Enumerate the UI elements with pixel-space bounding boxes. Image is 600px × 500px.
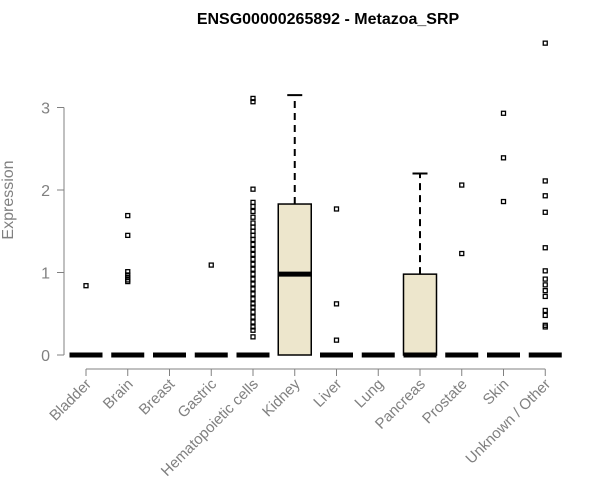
outlier-point — [250, 228, 256, 234]
outlier-point — [250, 334, 256, 340]
x-tick-label: Bladder — [46, 376, 95, 425]
outlier-point — [250, 186, 256, 192]
outlier-point — [250, 319, 256, 325]
outlier-point — [542, 178, 548, 184]
y-tick-label: 2 — [41, 183, 50, 200]
y-axis-label: Expression — [0, 160, 17, 239]
outlier-point — [542, 40, 548, 46]
outlier-point — [125, 212, 131, 219]
outlier-point — [250, 214, 256, 220]
outlier-point — [250, 99, 256, 105]
outlier-point — [250, 271, 256, 277]
outlier-point — [333, 301, 340, 307]
outlier-point — [125, 232, 131, 239]
outlier-point — [250, 256, 256, 262]
outlier-point — [542, 282, 548, 288]
outlier-point — [542, 209, 548, 215]
outlier-point — [250, 286, 256, 292]
x-tick-label: Skin — [480, 376, 513, 409]
x-tick-label: Liver — [310, 376, 345, 411]
outlier-point — [250, 220, 256, 226]
outlier-point — [250, 276, 256, 282]
y-axis: 0 1 2 3 — [41, 101, 65, 365]
outlier-point — [333, 337, 340, 343]
outlier-point — [250, 199, 256, 206]
outlier-point — [333, 206, 340, 212]
outlier-point — [542, 324, 548, 330]
x-tick-label: Kidney — [259, 375, 304, 420]
box-8 — [402, 172, 438, 358]
outlier-point — [542, 287, 548, 294]
box-group — [69, 94, 562, 358]
outlier-point — [250, 314, 256, 320]
outlier-point — [250, 224, 256, 230]
outlier-point — [125, 278, 131, 285]
outlier-point — [542, 193, 548, 199]
y-tick-label: 0 — [41, 348, 50, 365]
x-tick-label: Prostate — [419, 376, 471, 428]
outlier-point — [250, 266, 256, 272]
outlier-point — [125, 269, 131, 275]
box-body — [277, 203, 312, 356]
outlier-point — [542, 312, 548, 319]
outlier-point — [250, 246, 256, 253]
outlier-point — [208, 262, 214, 268]
box-body — [402, 273, 438, 356]
outlier-point — [250, 208, 256, 215]
outlier-point — [542, 245, 548, 251]
outlier-point — [500, 110, 507, 116]
outlier-point — [250, 304, 256, 310]
outlier-point — [250, 95, 256, 102]
outlier-point — [250, 241, 256, 248]
x-tick-label: Brain — [100, 376, 137, 413]
outlier-point — [250, 236, 256, 243]
y-tick-label: 1 — [41, 266, 50, 283]
outlier-point — [250, 327, 256, 333]
y-tick-label: 3 — [41, 101, 50, 118]
chart-title: ENSG00000265892 - Metazoa_SRP — [197, 11, 460, 28]
outlier-point — [500, 155, 507, 161]
outlier-point — [250, 232, 256, 239]
outlier-point — [459, 250, 465, 257]
outlier-point — [250, 296, 256, 302]
x-tick-label: Lung — [351, 376, 387, 412]
outlier-point — [542, 293, 548, 300]
outlier-point — [250, 301, 256, 307]
outlier-point — [459, 182, 465, 188]
outlier-point — [542, 307, 548, 314]
outlier-point — [542, 276, 548, 282]
outlier-group — [83, 40, 548, 343]
outlier-point — [250, 203, 256, 210]
outlier-point — [250, 261, 256, 267]
x-tick-label: Breast — [136, 375, 179, 418]
outlier-point — [250, 324, 256, 330]
box-5 — [277, 94, 312, 356]
outlier-point — [500, 198, 507, 205]
outlier-point — [250, 281, 256, 287]
outlier-point — [542, 268, 548, 274]
outlier-point — [250, 309, 256, 315]
outlier-point — [83, 283, 89, 289]
outlier-point — [250, 291, 256, 297]
outlier-point — [250, 251, 256, 258]
